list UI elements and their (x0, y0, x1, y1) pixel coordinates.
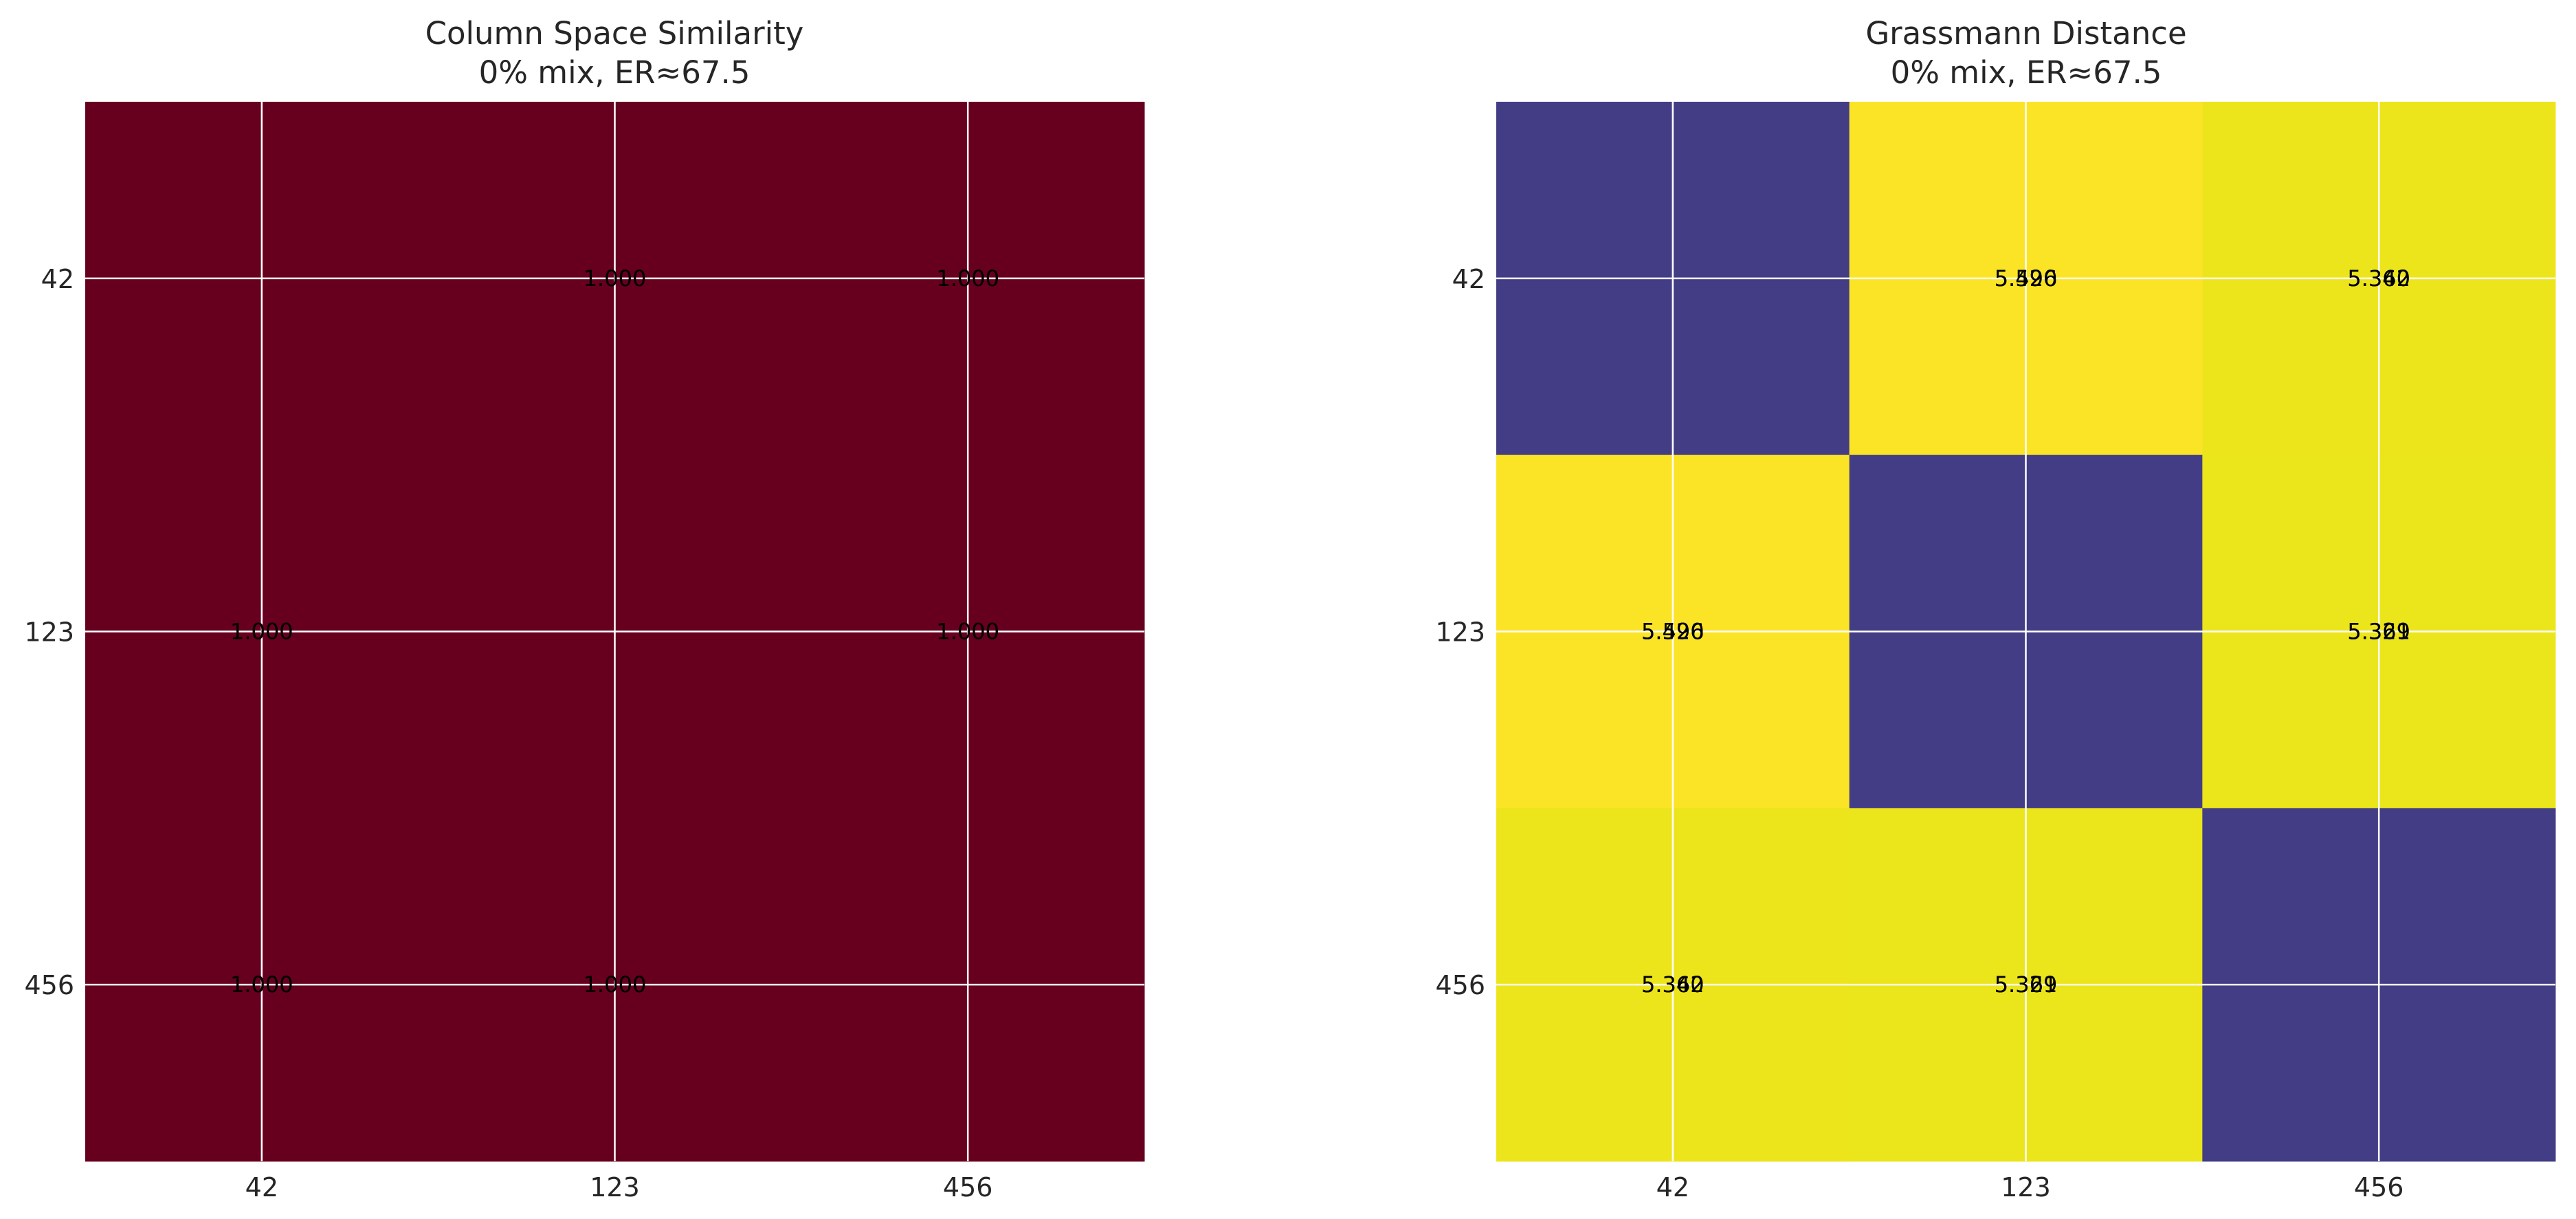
cell-value-label: 1.000 (936, 265, 999, 292)
cell-value-label: 5.361 (1995, 971, 2058, 998)
chart-title: Grassmann Distance (1865, 15, 2186, 52)
y-tick-label: 42 (41, 264, 74, 294)
cell-value-label: 5.329 (1995, 971, 2058, 998)
cell-value-label: 1.000 (936, 619, 999, 645)
similarity-heatmap-panel: Column Space Similarity 0% mix, ER≈67.5 … (24, 15, 1145, 1202)
cell-value-label: 1.000 (936, 265, 999, 292)
x-tick-label: 42 (1656, 1172, 1689, 1202)
cell-value-label: 5.362 (2347, 265, 2410, 292)
cell-value-label: 1.000 (936, 619, 999, 645)
cell-value-label: 1.000 (584, 971, 647, 998)
y-tick-label: 456 (1435, 970, 1485, 1000)
cell-value-label: 5.520 (1641, 619, 1705, 645)
x-tick-label: 456 (2354, 1172, 2404, 1202)
cell-value-label: 5.340 (2347, 265, 2410, 292)
grassmann-heatmap-panel: Grassmann Distance 0% mix, ER≈67.5 5.520… (1435, 15, 2556, 1202)
y-tick-label: 42 (1452, 264, 1485, 294)
cell-value-label: 1.000 (230, 619, 293, 645)
chart-subtitle: 0% mix, ER≈67.5 (1891, 54, 2162, 91)
chart-subtitle: 0% mix, ER≈67.5 (479, 54, 751, 91)
y-tick-label: 123 (24, 617, 74, 648)
tick-labels: 42 123 456 42 123 456 (1435, 264, 2403, 1202)
cell-value-label: 1.000 (230, 971, 293, 998)
gridlines (1496, 102, 2555, 1161)
y-tick-label: 123 (1435, 617, 1485, 648)
cell-value-label: 5.520 (1995, 265, 2058, 292)
cell-value-label: 1.000 (230, 971, 293, 998)
cell-value-label: 5.362 (1641, 971, 1705, 998)
cell-value-label: 1.000 (584, 265, 647, 292)
x-tick-label: 123 (590, 1172, 640, 1202)
cell-value-label: 5.496 (1995, 265, 2058, 292)
x-tick-label: 123 (2001, 1172, 2051, 1202)
chart-title: Column Space Similarity (425, 15, 804, 52)
cell-value-label: 1.000 (584, 971, 647, 998)
x-tick-label: 42 (245, 1172, 278, 1202)
cell-value-label: 5.340 (1641, 971, 1705, 998)
cell-value-label: 5.329 (2347, 619, 2410, 645)
cell-value-label: 1.000 (584, 265, 647, 292)
cell-value-label: 5.496 (1641, 619, 1705, 645)
cell-value-label: 1.000 (230, 619, 293, 645)
gridlines (85, 102, 1144, 1161)
tick-labels: 42 123 456 42 123 456 (24, 264, 992, 1202)
cell-value-label: 5.361 (2347, 619, 2410, 645)
x-tick-label: 456 (943, 1172, 993, 1202)
y-tick-label: 456 (24, 970, 74, 1000)
